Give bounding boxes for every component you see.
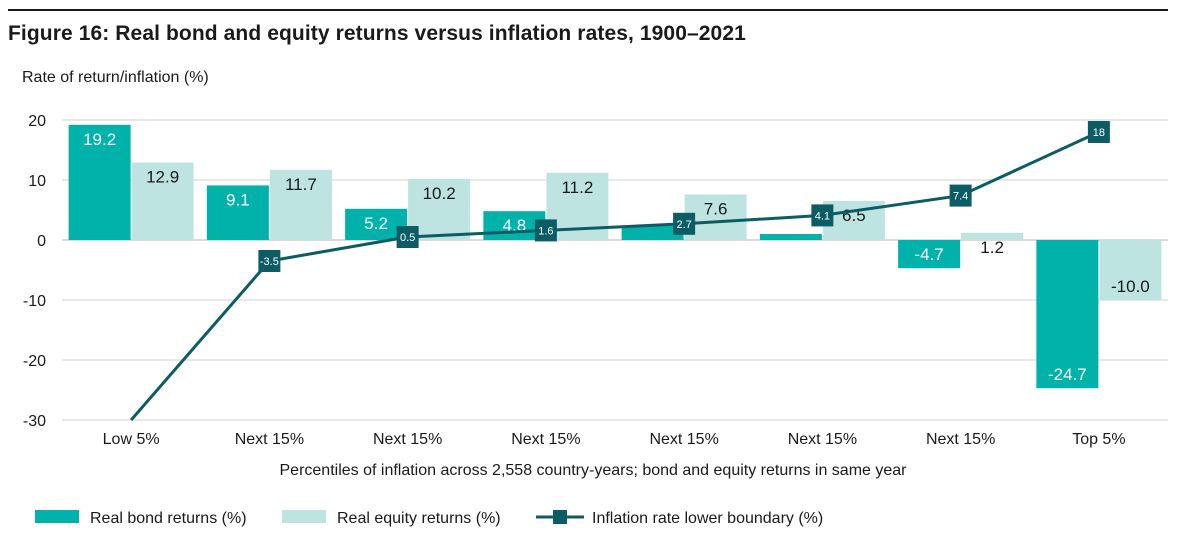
- equity-value-label: 10.2: [423, 184, 456, 203]
- bond-bar: [898, 240, 961, 269]
- inflation-marker: [1087, 121, 1110, 143]
- equity-bar: [961, 232, 1024, 240]
- y-tick-label: 10: [28, 173, 46, 190]
- equity-value-label: 1.2: [980, 238, 1004, 257]
- y-tick-label: 0: [37, 233, 46, 250]
- y-tick-label: -20: [23, 353, 46, 370]
- bond-value-label: 9.1: [226, 190, 250, 209]
- equity-bar: [269, 169, 332, 240]
- y-tick-label: 20: [28, 113, 46, 130]
- equity-value-label: 12.9: [146, 168, 179, 187]
- bond-value-label: -4.7: [914, 245, 943, 264]
- inflation-marker: [258, 250, 281, 272]
- equity-bar: [131, 162, 194, 240]
- equity-value-label: 7.6: [704, 199, 728, 218]
- x-tick-label: Next 15%: [235, 431, 304, 448]
- inflation-value-label: 1.6: [538, 225, 553, 237]
- x-tick-label: Top 5%: [1072, 431, 1125, 448]
- inflation-value-label: 7.4: [953, 191, 968, 203]
- bond-bar: [759, 234, 822, 240]
- inflation-value-label: 18: [1093, 127, 1105, 139]
- gridlines: 20 10 0 -10 -20 -30: [23, 113, 1168, 430]
- inflation-marker: [811, 204, 834, 227]
- x-tick-label: Low 5%: [103, 431, 160, 448]
- bond-bar: [206, 185, 269, 240]
- legend: Real bond returns (%) Real equity returns…: [35, 510, 823, 527]
- inflation-marker: [396, 226, 419, 248]
- bond-value-label: 19.2: [83, 130, 116, 149]
- inflation-line: [129, 130, 1100, 421]
- x-tick-label: Next 15%: [788, 431, 857, 448]
- x-tick-label: Next 15%: [373, 431, 442, 448]
- legend-bond-label: Real bond returns (%): [90, 510, 247, 527]
- inflation-value-label: -3.5: [260, 256, 279, 268]
- top-rule: [8, 9, 1168, 11]
- equity-value-label: 11.7: [285, 175, 317, 194]
- y-tick-label: -10: [23, 293, 46, 310]
- legend-inflation-label: Inflation rate lower boundary (%): [592, 510, 823, 527]
- bond-bar: [1036, 240, 1099, 389]
- inflation-marker: [673, 212, 696, 235]
- x-tick-label: Next 15%: [926, 431, 995, 448]
- legend-equity-label: Real equity returns (%): [337, 510, 501, 527]
- equity-value-label: -10.0: [1111, 277, 1150, 296]
- legend-bond-swatch: [35, 510, 79, 523]
- equity-value-label: 11.2: [561, 178, 593, 197]
- figure-title: Figure 16: Real bond and equity returns …: [8, 22, 746, 45]
- x-tick-label: Next 15%: [511, 431, 580, 448]
- bond-value-label: -24.7: [1048, 365, 1087, 384]
- inflation-marker: [534, 219, 557, 242]
- y-axis-label: Rate of return/inflation (%): [22, 69, 209, 86]
- legend-inflation-marker: [553, 510, 567, 524]
- inflation-value-label: 2.7: [676, 219, 691, 231]
- legend-equity-swatch: [282, 510, 326, 523]
- bar-labels: 19.29.15.2 4.8-4.7-24.712.9 11.7 10.2 11.27.…: [83, 130, 1150, 384]
- inflation-marker: [949, 184, 972, 207]
- y-tick-label: -30: [23, 413, 46, 430]
- inflation-value-label: 4.1: [815, 210, 830, 222]
- x-tick-label: Next 15%: [649, 431, 718, 448]
- equity-bar: [1099, 240, 1162, 300]
- x-axis-label: Percentiles of inflation across 2,558 co…: [280, 462, 908, 479]
- x-tick-labels: Low 5% Next 15% Next 15% Next 15% Next 15% Ne…: [103, 431, 1126, 448]
- bond-bar: [621, 225, 684, 240]
- bond-bar: [68, 124, 131, 240]
- inflation-line-layer: -3.5 0.5 1.6 2.7 4.1 7.4 18: [129, 121, 1110, 421]
- inflation-value-label: 0.5: [400, 232, 415, 244]
- bond-value-label: 5.2: [364, 214, 388, 233]
